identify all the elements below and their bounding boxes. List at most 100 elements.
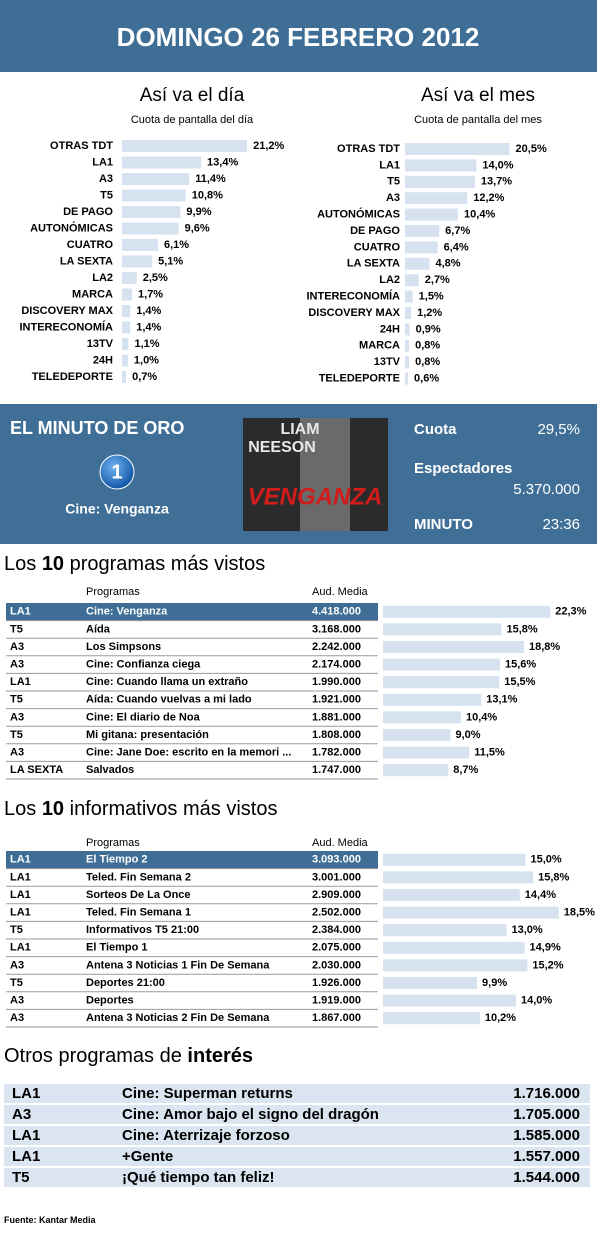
share-bar xyxy=(383,711,461,724)
share-bar xyxy=(383,871,534,884)
section-title: Los 10 informativos más vistos xyxy=(4,798,277,820)
minuto-program: Cine: Venganza xyxy=(65,501,169,517)
section-title: Los 10 programas más vistos xyxy=(4,553,265,575)
audience: 2.174.000 xyxy=(312,659,361,671)
program: Salvados xyxy=(86,764,134,776)
category-label: AUTONÓMICAS xyxy=(30,221,113,234)
value-label: 1,7% xyxy=(138,288,163,300)
share-bar xyxy=(383,1012,480,1025)
title-part: 10 xyxy=(42,553,64,575)
channel: LA1 xyxy=(10,871,31,883)
value-label: 9,6% xyxy=(185,222,210,234)
chart-title: Así va el mes xyxy=(421,85,535,106)
poster-text: NEESON xyxy=(248,439,316,456)
channel: T5 xyxy=(10,694,23,706)
bar xyxy=(405,192,468,205)
share-bar xyxy=(383,994,516,1007)
bar xyxy=(122,222,179,235)
category-label: LA1 xyxy=(92,156,113,168)
audience: 1.881.000 xyxy=(312,711,361,723)
audience: 3.168.000 xyxy=(312,623,361,635)
espectadores-value: 5.370.000 xyxy=(513,481,580,498)
bar xyxy=(405,225,440,237)
row-highlight xyxy=(6,851,378,869)
channel: LA1 xyxy=(10,606,31,618)
category-label: LA SEXTA xyxy=(347,258,400,270)
category-label: DISCOVERY MAX xyxy=(21,305,113,317)
category-label: INTERECONOMÍA xyxy=(307,290,401,303)
bar xyxy=(405,257,430,270)
bar xyxy=(405,372,409,385)
column-header: Programas xyxy=(86,586,140,598)
program: Sorteos De La Once xyxy=(86,889,191,901)
channel: LA1 xyxy=(12,1127,40,1144)
channel: LA1 xyxy=(12,1148,40,1165)
value-label: 0,9% xyxy=(416,323,441,335)
audience: 1.716.000 xyxy=(513,1085,580,1102)
share-label: 9,9% xyxy=(482,977,507,989)
category-label: 13TV xyxy=(87,338,114,350)
bar xyxy=(405,159,477,172)
row-bg xyxy=(4,1168,590,1187)
footer: Fuente: Kantar Media xyxy=(4,1215,97,1225)
column-header: Aud. Media xyxy=(312,586,369,598)
share-bar xyxy=(383,605,551,618)
bar xyxy=(122,272,137,284)
bar xyxy=(405,241,438,254)
value-label: 0,7% xyxy=(132,371,157,383)
value-label: 1,5% xyxy=(419,291,444,303)
program: Aída: Cuando vuelvas a mi lado xyxy=(86,694,252,706)
bar xyxy=(122,173,190,185)
channel: T5 xyxy=(10,977,23,989)
audience: 2.242.000 xyxy=(312,641,361,653)
bar xyxy=(405,274,419,287)
share-bar xyxy=(383,906,559,919)
value-label: 10,8% xyxy=(192,189,223,201)
audience: 1.585.000 xyxy=(513,1127,580,1144)
bar xyxy=(122,354,128,367)
program: Cine: Jane Doe: escrito en la memori ... xyxy=(86,747,291,759)
row-bg xyxy=(4,1147,590,1166)
value-label: 1,4% xyxy=(136,305,161,317)
share-label: 10,4% xyxy=(466,711,497,723)
espectadores-label: Espectadores xyxy=(414,460,512,477)
program: ¡Qué tiempo tan feliz! xyxy=(122,1169,275,1186)
channel: LA1 xyxy=(10,942,31,954)
category-label: T5 xyxy=(100,189,113,201)
program: El Tiempo 2 xyxy=(86,854,148,866)
program: Cine: Superman returns xyxy=(122,1085,293,1102)
value-label: 9,9% xyxy=(186,206,211,218)
title-part: interés xyxy=(187,1045,253,1067)
category-label: T5 xyxy=(387,176,400,188)
audience: 1.990.000 xyxy=(312,676,361,688)
channel: T5 xyxy=(10,729,23,741)
value-label: 0,6% xyxy=(414,373,439,385)
bar xyxy=(405,307,412,319)
channel: A3 xyxy=(10,995,24,1007)
value-label: 5,1% xyxy=(158,255,183,267)
title-part: programas más vistos xyxy=(64,553,265,575)
channel: LA1 xyxy=(12,1085,40,1102)
channel: T5 xyxy=(10,924,23,936)
value-label: 13,7% xyxy=(481,176,512,188)
column-header: Programas xyxy=(86,837,140,849)
value-label: 1,0% xyxy=(134,354,159,366)
program: Teled. Fin Semana 2 xyxy=(86,871,191,883)
audience: 1.544.000 xyxy=(513,1169,580,1186)
bar xyxy=(122,255,153,268)
value-label: 6,4% xyxy=(444,241,469,253)
program: Cine: El diario de Noa xyxy=(86,711,201,723)
category-label: DE PAGO xyxy=(63,206,113,218)
value-label: 12,2% xyxy=(473,192,504,204)
share-bar xyxy=(383,729,451,741)
row-bg xyxy=(4,1105,590,1124)
value-label: 11,4% xyxy=(195,173,226,185)
channel: A3 xyxy=(10,641,24,653)
audience: 3.093.000 xyxy=(312,854,361,866)
share-label: 15,2% xyxy=(532,959,563,971)
program: Antena 3 Noticias 1 Fin De Semana xyxy=(86,959,270,971)
program: El Tiempo 1 xyxy=(86,942,148,954)
category-label: LA1 xyxy=(379,159,400,171)
share-bar xyxy=(383,924,507,937)
bar xyxy=(405,356,410,369)
